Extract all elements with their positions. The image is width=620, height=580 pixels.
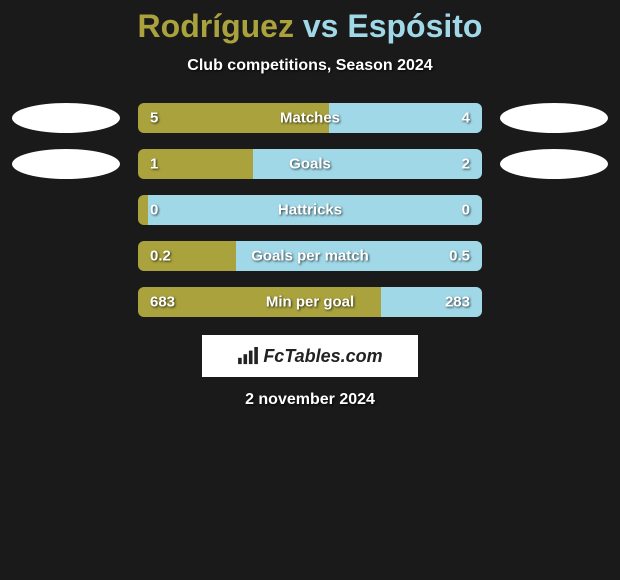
player1-avatar [12,149,120,179]
stat-left-value: 0 [150,202,158,219]
stat-label: Matches [280,110,340,127]
bar-right-fill [329,103,482,133]
player2-name: Espósito [347,8,482,44]
bar-left-fill [138,195,148,225]
logo: FcTables.com [237,346,382,367]
comparison-title: Rodríguez vs Espósito [0,8,620,45]
stat-label: Hattricks [278,202,342,219]
stat-row: 683 Min per goal 283 [0,287,620,317]
stat-bar: 0 Hattricks 0 [138,195,482,225]
player2-avatar [500,149,608,179]
stat-bar: 1 Goals 2 [138,149,482,179]
stats-list: 5 Matches 4 1 Goals 2 0 Hattricks 0 [0,103,620,317]
bar-right-fill [253,149,482,179]
stat-bar: 683 Min per goal 283 [138,287,482,317]
stat-row: 0 Hattricks 0 [0,195,620,225]
stat-right-value: 0.5 [449,248,470,265]
logo-box: FcTables.com [202,335,418,377]
vs-text: vs [303,8,339,44]
logo-text: FcTables.com [263,346,382,367]
stat-bar: 0.2 Goals per match 0.5 [138,241,482,271]
stat-row: 5 Matches 4 [0,103,620,133]
stat-left-value: 0.2 [150,248,171,265]
stat-right-value: 2 [462,156,470,173]
stat-left-value: 683 [150,294,175,311]
bars-icon [237,347,259,365]
stat-left-value: 5 [150,110,158,127]
player2-avatar [500,103,608,133]
stat-row: 0.2 Goals per match 0.5 [0,241,620,271]
stat-bar: 5 Matches 4 [138,103,482,133]
stat-label: Goals [289,156,331,173]
stat-row: 1 Goals 2 [0,149,620,179]
subtitle: Club competitions, Season 2024 [0,57,620,75]
stat-label: Min per goal [266,294,354,311]
stat-label: Goals per match [251,248,369,265]
date: 2 november 2024 [0,391,620,409]
player1-avatar [12,103,120,133]
stat-right-value: 4 [462,110,470,127]
stat-right-value: 0 [462,202,470,219]
stat-right-value: 283 [445,294,470,311]
player1-name: Rodríguez [138,8,294,44]
stat-left-value: 1 [150,156,158,173]
